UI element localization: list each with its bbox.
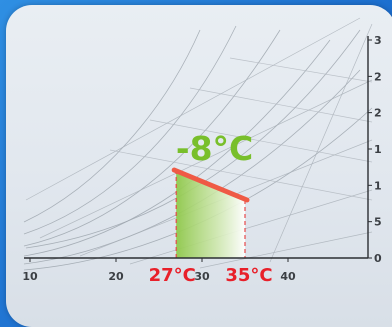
delta-temp-label: -8°C: [176, 129, 253, 168]
x-tick-label-40: 40: [280, 270, 296, 283]
grid-flat-3: [229, 57, 373, 83]
grid-curve-3: [23, 29, 281, 247]
y-tick-label-4: 2: [374, 107, 382, 120]
process-group: [171, 167, 250, 258]
y-tick-label-1: 5: [374, 216, 382, 229]
process-fill: [176, 170, 245, 258]
y-tick-label-5: 2: [374, 70, 382, 83]
label-group: 27°C 35°C -8°C: [149, 129, 273, 286]
x-tick-label-20: 20: [108, 270, 124, 283]
x-tick-label-10: 10: [22, 270, 38, 283]
y-tick-label-3: 1: [374, 143, 382, 156]
x-tick-label-30: 30: [194, 270, 210, 283]
grid-diagonal-3: [129, 189, 373, 265]
grid-flat-0: [109, 149, 373, 201]
grid-diagonal-4: [199, 231, 373, 269]
y-tick-label-6: 3: [374, 34, 382, 47]
grid-lines: [23, 17, 373, 271]
process-line: [171, 167, 250, 203]
grid-curve-2: [23, 39, 331, 257]
grid-diagonal-5: [269, 23, 373, 263]
grid-diagonal-0: [25, 17, 361, 201]
grid-curve-5: [23, 29, 201, 223]
grid-curve-4: [23, 25, 237, 235]
grid-flat-1: [149, 119, 373, 163]
grid-diagonal-1: [39, 79, 373, 239]
y-tick-label-0: 0: [374, 252, 382, 265]
y-tick-label-2: 1: [374, 179, 382, 192]
axis-group: 10 20 30 40 0 5 1 1 2 2 3: [22, 34, 382, 283]
start-temp-label: 27°C: [149, 265, 196, 286]
psychrometric-chart: 10 20 30 40 0 5 1 1 2 2 3 27°C 35°C -8°C: [22, 17, 382, 286]
end-temp-label: 35°C: [225, 265, 272, 286]
chart-card: 10 20 30 40 0 5 1 1 2 2 3 27°C 35°C -8°C: [6, 5, 392, 327]
grid-flat-2: [189, 87, 373, 123]
